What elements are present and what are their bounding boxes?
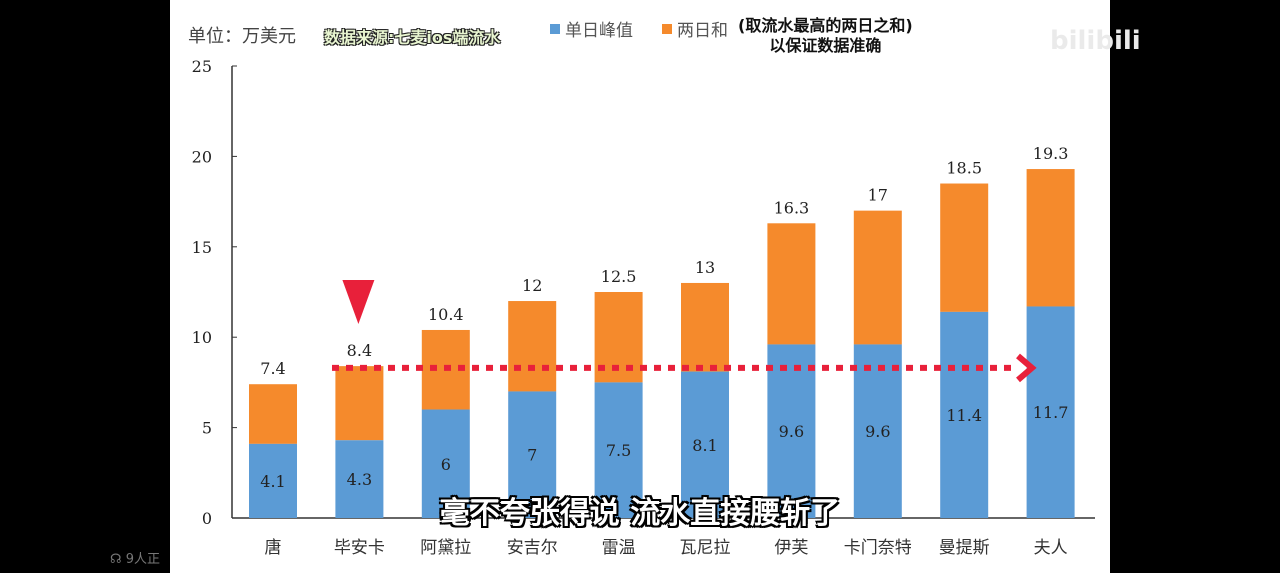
- legend-note: (取流水最高的两日之和) 以保证数据准确: [738, 16, 913, 56]
- viewer-text: 9人正: [125, 552, 160, 567]
- arrow-head-icon: [1016, 353, 1037, 383]
- y-tick-label: 25: [192, 57, 212, 76]
- bar-single-day: [594, 382, 643, 518]
- category-label: 安吉尔: [507, 538, 558, 558]
- note-line1: (取流水最高的两日之和): [738, 16, 913, 35]
- category-label: 毕安卡: [334, 538, 385, 558]
- bar-single-day: [508, 391, 557, 518]
- unit-label: 单位：万美元: [188, 26, 296, 47]
- bar-single-day: [853, 344, 902, 518]
- single-value-label: 4.1: [260, 472, 285, 491]
- single-value-label: 11.7: [1033, 403, 1069, 422]
- category-label: 瓦尼拉: [680, 538, 731, 558]
- category-label: 夫人: [1034, 538, 1068, 558]
- single-value-label: 8.1: [692, 436, 717, 455]
- y-tick-label: 5: [202, 419, 212, 438]
- bar-two-day: [335, 366, 384, 441]
- single-value-label: 11.4: [946, 406, 982, 425]
- total-value-label: 12.5: [601, 267, 637, 286]
- single-value-label: 9.6: [779, 422, 804, 441]
- category-label: 雷温: [602, 538, 636, 558]
- bar-two-day: [1026, 169, 1075, 307]
- single-value-label: 7.5: [606, 441, 631, 460]
- total-value-label: 18.5: [946, 159, 982, 178]
- legend-two: 两日和: [662, 16, 728, 41]
- video-subtitle: 毫不夸张得说 流水直接腰斩了: [439, 496, 841, 531]
- y-tick-label: 20: [192, 147, 212, 166]
- category-label: 曼提斯: [939, 538, 990, 558]
- down-triangle-marker-icon: [342, 280, 375, 324]
- y-tick-label: 10: [192, 328, 212, 347]
- bar-two-day: [767, 223, 816, 345]
- total-value-label: 13: [695, 258, 715, 277]
- legend-swatch-orange: [662, 23, 672, 34]
- single-value-label: 4.3: [347, 470, 372, 489]
- category-label: 伊芙: [774, 538, 808, 558]
- total-value-label: 16.3: [774, 198, 810, 217]
- legend-single: 单日峰值: [550, 16, 633, 41]
- bar-single-day: [940, 311, 989, 518]
- legend-label: 两日和: [677, 21, 728, 41]
- bar-single-day: [681, 371, 729, 518]
- y-tick-label: 15: [192, 238, 212, 257]
- bar-single-day: [421, 409, 470, 518]
- bar-single-day: [249, 443, 297, 518]
- bar-two-day: [853, 210, 902, 345]
- legend-label: 单日峰值: [565, 21, 633, 41]
- single-value-label: 6: [441, 455, 451, 474]
- single-value-label: 9.6: [865, 422, 890, 441]
- note-line2: 以保证数据准确: [769, 36, 882, 55]
- bar-single-day: [335, 440, 384, 518]
- category-label: 唐: [265, 537, 282, 558]
- total-value-label: 12: [522, 276, 542, 295]
- bilibili-logo: bilibili: [1050, 26, 1141, 56]
- bar-two-day: [681, 282, 729, 372]
- total-value-label: 7.4: [260, 359, 285, 378]
- total-value-label: 17: [868, 186, 888, 205]
- source-caption: 数据来源:七麦ios端流水: [324, 28, 501, 47]
- legend-swatch-blue: [550, 23, 560, 34]
- total-value-label: 10.4: [428, 305, 464, 324]
- viewer-count: ☊ 9人正: [110, 552, 160, 567]
- y-tick-label: 0: [202, 509, 212, 528]
- bar-two-day: [940, 183, 989, 312]
- bar-two-day: [508, 301, 557, 392]
- bar-two-day: [249, 384, 297, 444]
- total-value-label: 8.4: [347, 341, 372, 360]
- single-value-label: 7: [527, 446, 537, 465]
- category-label: 卡门奈特: [844, 538, 912, 558]
- total-value-label: 19.3: [1033, 144, 1069, 163]
- bar-single-day: [767, 344, 816, 518]
- bar-single-day: [1026, 306, 1075, 518]
- category-label: 阿黛拉: [420, 538, 471, 558]
